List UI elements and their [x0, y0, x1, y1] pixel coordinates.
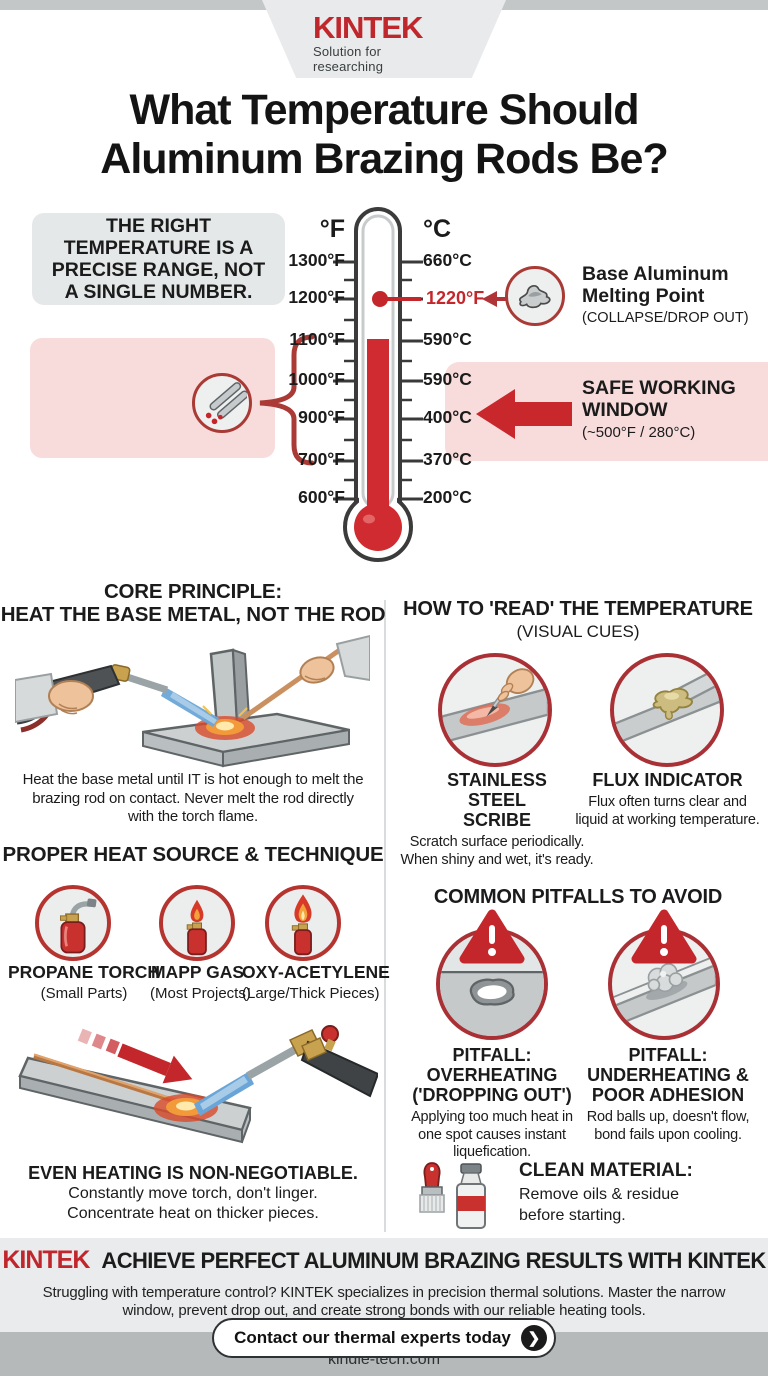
- heat-source-note: (Small Parts): [40, 985, 128, 1002]
- cue-item-flux: FLUX INDICATOR Flux often turns clear an…: [575, 770, 760, 829]
- scale-c-370: 370°C: [423, 449, 472, 469]
- warning-triangle-icon: [459, 909, 525, 964]
- kintek-logo: KINTEK: [313, 10, 423, 45]
- base-melting-callout: Base Aluminum Melting Point (COLLAPSE/DR…: [582, 263, 760, 326]
- scale-f-1300: 1300°F: [288, 250, 345, 270]
- scale-f-600: 600°F: [298, 487, 345, 507]
- cue-title: FLUX INDICATOR: [592, 770, 743, 790]
- brand-tagline: Solution for researching: [313, 44, 384, 74]
- page-title: What Temperature Should Aluminum Brazing…: [100, 86, 668, 183]
- scale-c-590a: 590°C: [423, 329, 472, 349]
- clean-material-desc: Remove oils & residue before starting.: [519, 1186, 680, 1224]
- scale-f-700: 700°F: [298, 449, 345, 469]
- melting-point-value: 1220°F: [426, 288, 485, 308]
- warning-triangle-icon: [631, 909, 697, 964]
- heat-source-item-propane: PROPANE TORCH (Small Parts): [8, 962, 160, 1002]
- brush-and-bottle-icon: [419, 1162, 486, 1229]
- safe-window-title: SAFE WORKING WINDOW: [582, 377, 736, 421]
- cue-item-scribe: STAINLESS STEEL SCRIBE Scratch surface p…: [399, 770, 595, 869]
- base-melting-subtitle: (COLLAPSE/DROP OUT): [582, 310, 749, 326]
- visual-cues-subheading: (VISUAL CUES): [516, 622, 640, 641]
- brazing-rods-icon: [192, 373, 252, 433]
- thermometer-section: THE RIGHT TEMPERATURE IS A PRECISE RANGE…: [0, 205, 768, 575]
- safe-window-callout: SAFE WORKING WINDOW (~500°F / 280°C): [582, 377, 762, 441]
- even-heating-line2: Concentrate heat on thicker pieces.: [67, 1205, 319, 1222]
- pitfall-desc: Rod balls up, doesn't flow, bond fails u…: [586, 1109, 750, 1143]
- cta-label: Contact our thermal experts today: [234, 1328, 511, 1347]
- mapp-gas-icon: [159, 885, 235, 961]
- scribe-test-icon: [438, 653, 552, 767]
- column-divider: [384, 600, 386, 1232]
- even-heating-line1: Constantly move torch, don't linger.: [68, 1185, 318, 1202]
- cta-container: Contact our thermal experts today ❯: [0, 1318, 768, 1358]
- heat-source-note: (Large/Thick Pieces): [242, 985, 380, 1002]
- cue-title: STAINLESS STEEL SCRIBE: [447, 770, 547, 830]
- pitfall-title: PITFALL: UNDERHEATING & POOR ADHESION: [587, 1045, 749, 1105]
- footer-background: [0, 1238, 768, 1332]
- pitfall-item-overheating: PITFALL: OVERHEATING ('DROPPING OUT') Ap…: [401, 1045, 583, 1162]
- brand-header: KINTEK Solution for researching: [262, 0, 506, 78]
- pitfall-title: PITFALL: OVERHEATING ('DROPPING OUT'): [412, 1045, 572, 1105]
- scale-c-200: 200°C: [423, 487, 472, 507]
- scale-f-900: 900°F: [298, 407, 345, 427]
- core-principle-body: Heat the base metal until IT is hot enou…: [22, 771, 364, 825]
- heat-source-heading: PROPER HEAT SOURCE & TECHNIQUE: [2, 843, 384, 866]
- scale-c-660: 660°C: [423, 250, 472, 270]
- scale-c-400: 400°C: [423, 407, 472, 427]
- even-heating-title: EVEN HEATING IS NON-NEGOTIABLE.: [28, 1163, 358, 1183]
- heat-source-name: PROPANE TORCH: [8, 962, 161, 982]
- torch-and-rod-illustration: [15, 634, 370, 768]
- visual-cues-heading: HOW TO 'READ' THE TEMPERATURE: [403, 598, 753, 620]
- clean-material-title: CLEAN MATERIAL:: [519, 1160, 693, 1181]
- celsius-unit-label: °C: [423, 215, 452, 243]
- fahrenheit-unit-label: °F: [319, 215, 345, 243]
- scale-f-1100: 1100°F: [289, 329, 345, 349]
- range-note-box: THE RIGHT TEMPERATURE IS A PRECISE RANGE…: [32, 213, 285, 305]
- heat-source-item-oxy: OXY-ACETYLENE (Large/Thick Pieces): [242, 962, 390, 1002]
- core-heading-line1: CORE PRINCIPLE:: [103, 580, 283, 603]
- even-heating-illustration: [18, 1025, 378, 1144]
- scale-c-590b: 590°C: [423, 369, 472, 389]
- pitfall-item-underheating: PITFALL: UNDERHEATING & POOR ADHESION Ro…: [578, 1045, 758, 1144]
- safe-window-subtitle: (~500°F / 280°C): [582, 424, 696, 441]
- pitfall-desc: Applying too much heat in one spot cause…: [411, 1109, 573, 1160]
- range-note-text: THE RIGHT TEMPERATURE IS A PRECISE RANGE…: [51, 215, 266, 303]
- cue-desc: Flux often turns clear and liquid at wor…: [575, 794, 760, 828]
- core-principle-heading: CORE PRINCIPLE: HEAT THE BASE METAL, NOT…: [0, 580, 386, 626]
- scale-f-1200: 1200°F: [288, 287, 345, 307]
- heat-source-item-mapp: MAPP GAS (Most Projects): [150, 962, 251, 1002]
- propane-torch-icon: [35, 885, 111, 961]
- heat-source-name: MAPP GAS: [150, 962, 245, 982]
- clean-material-row: CLEAN MATERIAL: Remove oils & residue be…: [415, 1160, 760, 1230]
- heat-source-note: (Most Projects): [150, 985, 251, 1002]
- footer-body: Struggling with temperature control? KIN…: [42, 1284, 726, 1319]
- pitfalls-heading: COMMON PITFALLS TO AVOID: [433, 886, 723, 908]
- contact-experts-button[interactable]: Contact our thermal experts today ❯: [212, 1318, 556, 1358]
- kintek-logo-small: KINTEK: [2, 1246, 90, 1274]
- core-heading-line2: HEAT THE BASE METAL, NOT THE ROD: [0, 603, 386, 626]
- chevron-right-icon: ❯: [520, 1325, 547, 1351]
- scale-f-1000: 1000°F: [288, 369, 345, 389]
- oxy-acetylene-icon: [265, 885, 341, 961]
- footer-headline: ACHIEVE PERFECT ALUMINUM BRAZING RESULTS…: [101, 1248, 766, 1273]
- base-melting-title: Base Aluminum Melting Point: [582, 263, 729, 307]
- footer-headline-row: KINTEK ACHIEVE PERFECT ALUMINUM BRAZING …: [0, 1246, 768, 1275]
- melted-aluminum-icon: [505, 266, 565, 326]
- flux-melt-icon: [610, 653, 724, 767]
- cue-desc: Scratch surface periodically. When shiny…: [400, 834, 594, 868]
- heat-source-name: OXY-ACETYLENE: [242, 962, 390, 982]
